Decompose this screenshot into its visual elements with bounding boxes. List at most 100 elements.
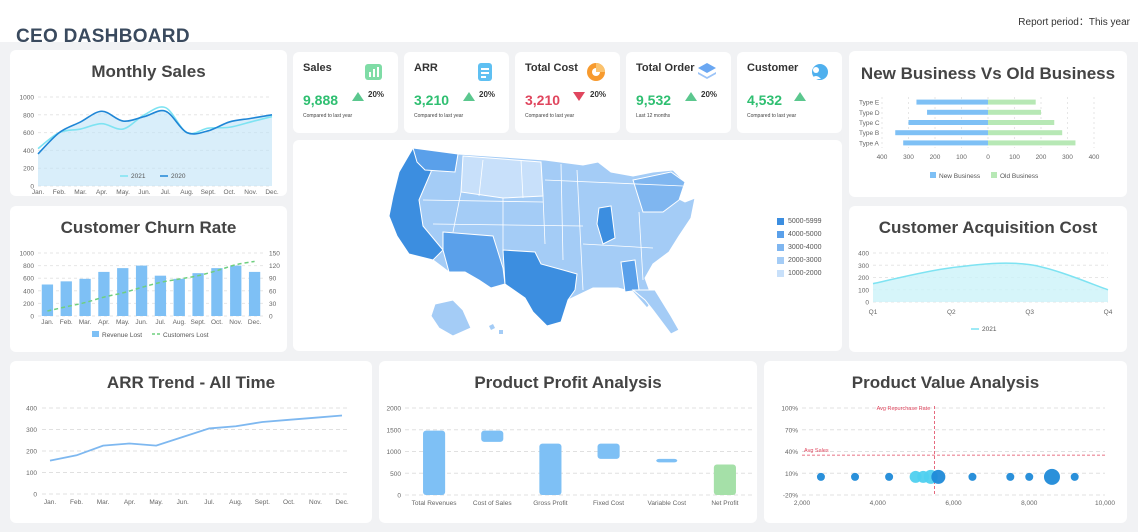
x-tick-label: Jun. [138, 189, 150, 196]
y-tick-label: 1500 [387, 427, 402, 434]
us-map-florida[interactable] [631, 289, 680, 335]
new-vs-old-card: New Business Vs Old Business 400 300 200 10… [849, 51, 1127, 197]
y-tick-label-right: 120 [269, 263, 280, 270]
x-tick-label: Aug. [229, 499, 243, 506]
x-tick-label: 0 [986, 154, 990, 161]
kpi-label: Sales [303, 62, 332, 74]
y-tick-label: 1000 [387, 449, 402, 456]
bar-new-business [908, 120, 988, 125]
us-map-alaska[interactable] [430, 299, 472, 337]
arr-document-icon [478, 63, 492, 81]
us-map-southwest[interactable] [442, 231, 506, 289]
legend-swatch [930, 172, 936, 178]
bar-revenue-lost [135, 265, 148, 316]
y-tick-label-left: 1000 [20, 251, 35, 258]
scatter-point [1070, 472, 1079, 481]
y-tick-label: Type A [859, 140, 880, 147]
value-title: Product Value Analysis [851, 373, 1040, 392]
x-tick-label: Q1 [869, 309, 878, 316]
bar-old-business [988, 130, 1063, 136]
us-map-great-plains[interactable] [460, 155, 544, 199]
bar-revenue-lost [79, 278, 91, 316]
y-tick-label: 800 [23, 112, 34, 119]
x-tick-label: Jul. [204, 499, 214, 506]
up-arrow-icon [352, 92, 364, 101]
x-tick-label: 400 [877, 154, 888, 161]
y-tick-label: 100 [858, 287, 869, 294]
scatter-point [1025, 472, 1034, 481]
y-tick-label: 0 [865, 300, 869, 307]
x-tick-label: Q3 [1025, 309, 1034, 316]
x-tick-label: Fixed Cost [593, 500, 624, 507]
legend-label: 2021 [982, 326, 997, 333]
x-tick-label: Nov. [244, 189, 257, 196]
us-map-texas[interactable] [502, 249, 578, 327]
x-tick-label: Sept. [190, 319, 205, 326]
kpi-change: 20% [479, 90, 496, 99]
x-tick-label: Mar. [79, 319, 92, 326]
scatter-point [885, 472, 894, 481]
x-tick-label: Jul. [161, 189, 171, 196]
churn-card: Customer Churn Rate 0 0 200 30 400 60 600 90 800… [10, 206, 287, 352]
legend-label: 1000-2000 [788, 270, 822, 277]
y-tick-label-left: 600 [23, 276, 34, 283]
acquisition-cost-card: Customer Acquisition Cost 0 100 200 300 400 Q… [849, 206, 1127, 352]
x-tick-label: Cost of Sales [473, 500, 512, 507]
y-tick-label: 1000 [20, 95, 35, 102]
legend-swatch [92, 331, 99, 337]
x-tick-label: Jan. [32, 189, 44, 196]
x-tick-label: Sept. [255, 499, 270, 506]
y-tick-label: 100% [781, 406, 798, 413]
y-tick-label-left: 800 [23, 263, 34, 270]
us-map-midwest-dark[interactable] [596, 205, 616, 245]
arr-trend-card: ARR Trend - All Time 0 100 200 300 400 Jan. Fe… [10, 361, 372, 523]
kpi-note: Last 12 months [636, 113, 671, 119]
legend-label: 5000-5999 [788, 218, 822, 225]
y-tick-label: -20% [783, 493, 798, 500]
us-map-washington[interactable] [412, 147, 459, 173]
profit-bar [713, 464, 736, 495]
x-tick-label: 400 [1089, 154, 1100, 161]
monthly-sales-card: Monthly Sales 0 200 400 600 800 1000 Jan. Feb. M… [10, 50, 287, 196]
series-line-2021 [872, 262, 1109, 291]
arr-trend-title: ARR Trend - All Time [106, 373, 276, 392]
bar-new-business [916, 99, 988, 105]
kpi-card-total-order: Total Order 9,532 20% Last 12 months [626, 52, 731, 133]
x-tick-label: Apr. [96, 189, 108, 196]
cost-donut-icon [587, 63, 605, 81]
arr-trend-chart: 0 100 200 300 400 Jan. Feb. Mar. Apr. May. Jun. Jul… [26, 406, 350, 506]
bar-revenue-lost [154, 275, 167, 316]
us-map-hawaii[interactable] [489, 324, 503, 334]
legend-swatch [777, 218, 784, 225]
x-tick-label: Oct. [283, 499, 295, 506]
annotation-label: Avg Repurchase Rate [877, 406, 931, 412]
profit-bar [656, 458, 678, 463]
kpi-label: Total Cost [525, 62, 578, 74]
series-area-2021 [873, 263, 1108, 302]
x-tick-label: 200 [930, 154, 941, 161]
scatter-point [931, 469, 946, 484]
legend-swatch [777, 270, 784, 277]
bar-old-business [988, 120, 1055, 125]
new-vs-old-title: New Business Vs Old Business [860, 64, 1116, 83]
sales-chart-icon [365, 64, 382, 80]
legend-swatch [777, 257, 784, 264]
x-tick-label: 10,000 [1095, 500, 1115, 507]
kpi-change: 20% [701, 90, 718, 99]
profit-bar [539, 443, 562, 495]
us-map-east[interactable] [632, 171, 686, 213]
monthly-sales-chart: 0 200 400 600 800 1000 Jan. Feb. Mar. Apr. May. Jun… [20, 95, 279, 197]
top-bar: CEO DASHBOARD Report period：This year [0, 0, 1138, 42]
kpi-value: 3,210 [525, 92, 561, 108]
kpi-value: 3,210 [414, 92, 450, 108]
series-area-2020 [38, 110, 272, 186]
bar-revenue-lost [98, 271, 110, 316]
profit-bar [597, 443, 620, 459]
x-tick-label: 8,000 [1021, 500, 1038, 507]
us-map-west-coast[interactable] [388, 147, 444, 261]
kpi-label: Customer [747, 62, 799, 74]
legend-swatch [991, 172, 997, 178]
new-vs-old-chart: 400 300 200 100 0 100 200 300 400 Type A Type B Typ… [859, 97, 1100, 180]
kpi-change: 20% [368, 90, 385, 99]
x-tick-label: Jan. [41, 319, 53, 326]
